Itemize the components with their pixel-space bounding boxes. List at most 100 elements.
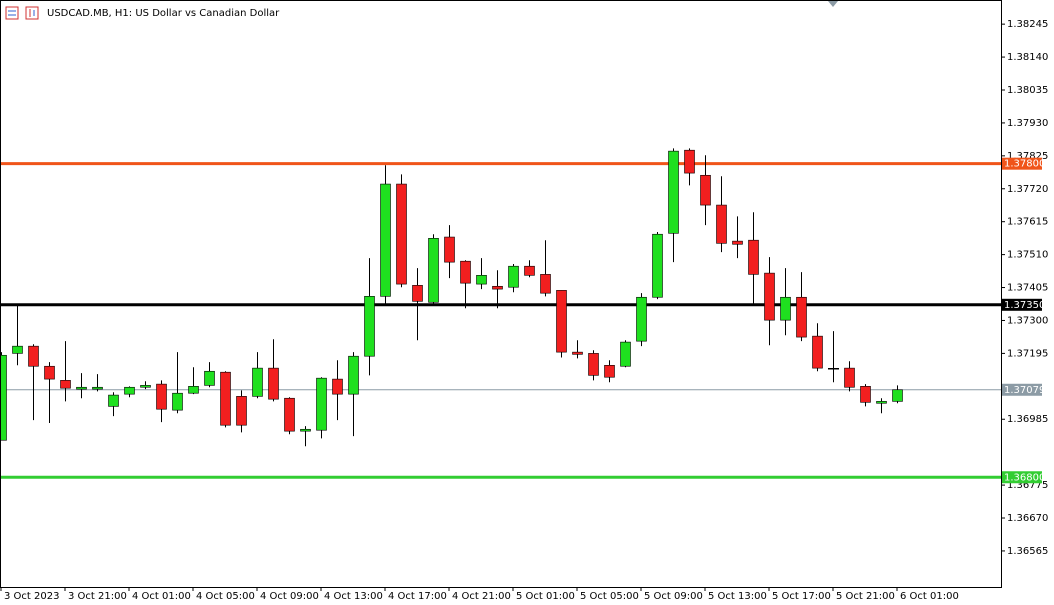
level-label-box bbox=[1002, 471, 1042, 484]
chart-icons bbox=[5, 6, 39, 20]
icon bbox=[25, 6, 39, 20]
candle-body bbox=[348, 355, 359, 395]
candle-body bbox=[44, 365, 55, 380]
candle-body bbox=[588, 353, 599, 376]
candle-body bbox=[812, 335, 823, 369]
level-label: 1.37800 bbox=[1004, 159, 1045, 170]
plot-area bbox=[1, 148, 1001, 479]
candle-body bbox=[780, 296, 791, 321]
candle-body bbox=[188, 386, 199, 394]
y-tick-label: 1.37930 bbox=[1007, 118, 1048, 129]
y-tick-label: 1.36775 bbox=[1007, 480, 1048, 491]
candle-body bbox=[396, 183, 407, 285]
candle-body bbox=[572, 351, 583, 355]
candle-body bbox=[124, 386, 135, 395]
candle-body bbox=[796, 296, 807, 338]
candle-body bbox=[876, 401, 887, 404]
level-label-box bbox=[1002, 157, 1042, 170]
candle-body bbox=[284, 397, 295, 432]
level-label: 1.37350 bbox=[1004, 300, 1045, 311]
candle-body bbox=[844, 367, 855, 388]
candle-body bbox=[428, 238, 439, 303]
x-tick-label: 5 Oct 17:00 bbox=[772, 591, 831, 602]
y-tick-label: 1.37510 bbox=[1007, 250, 1048, 261]
candle-body bbox=[636, 296, 647, 342]
x-tick-label: 5 Oct 09:00 bbox=[644, 591, 703, 602]
candle-body bbox=[12, 345, 23, 354]
candle-body bbox=[252, 367, 263, 397]
candle-body bbox=[140, 385, 151, 388]
candle-body bbox=[732, 240, 743, 245]
x-tick-label: 4 Oct 05:00 bbox=[196, 591, 255, 602]
level-label-box bbox=[1002, 383, 1042, 396]
candle-body bbox=[620, 341, 631, 367]
level-label: 1.37079 bbox=[1004, 385, 1045, 396]
candle-body bbox=[364, 296, 375, 357]
y-tick-label: 1.37615 bbox=[1007, 217, 1048, 228]
candle-body bbox=[892, 389, 903, 402]
candle-body bbox=[1, 354, 7, 441]
x-tick-label: 3 Oct 21:00 bbox=[68, 591, 127, 602]
candle-body bbox=[476, 275, 487, 285]
y-tick-label: 1.36670 bbox=[1007, 513, 1048, 524]
candle-body bbox=[860, 386, 871, 403]
level-label-box bbox=[1002, 298, 1042, 311]
y-tick-label: 1.37195 bbox=[1007, 348, 1048, 359]
x-tick-label: 4 Oct 09:00 bbox=[260, 591, 319, 602]
y-tick-label: 1.37300 bbox=[1007, 315, 1048, 326]
candle-body bbox=[508, 265, 519, 288]
candle-body bbox=[668, 150, 679, 234]
candle-body bbox=[764, 272, 775, 321]
candle-body bbox=[60, 380, 71, 389]
candle-body bbox=[412, 285, 423, 302]
y-tick-label: 1.37720 bbox=[1007, 184, 1048, 195]
y-tick-label: 1.38245 bbox=[1007, 19, 1048, 30]
y-tick-label: 1.38035 bbox=[1007, 85, 1048, 96]
candle-body bbox=[604, 365, 615, 378]
candle-body bbox=[76, 386, 87, 390]
candle-body bbox=[524, 265, 535, 276]
y-tick-label: 1.36565 bbox=[1007, 546, 1048, 557]
chart-title: USDCAD.MB, H1: US Dollar vs Canadian Dol… bbox=[47, 8, 280, 19]
y-tick-label: 1.37825 bbox=[1007, 151, 1048, 162]
y-tick-label: 1.38140 bbox=[1007, 52, 1048, 63]
candle-body bbox=[316, 377, 327, 431]
candle-body bbox=[204, 370, 215, 386]
candle-body bbox=[172, 392, 183, 411]
candle-body bbox=[236, 396, 247, 426]
x-tick-label: 3 Oct 2023 bbox=[4, 591, 59, 602]
y-tick-label: 1.37405 bbox=[1007, 283, 1048, 294]
x-tick-label: 4 Oct 21:00 bbox=[452, 591, 511, 602]
shift-marker bbox=[828, 1, 838, 7]
candle-body bbox=[92, 386, 103, 390]
x-tick-label: 5 Oct 13:00 bbox=[708, 591, 767, 602]
candle-body bbox=[108, 394, 119, 407]
icon bbox=[5, 6, 19, 20]
x-tick-label: 4 Oct 17:00 bbox=[388, 591, 447, 602]
candle-body bbox=[684, 149, 695, 174]
candle-body bbox=[28, 345, 39, 367]
candle-body bbox=[652, 233, 663, 298]
x-tick-label: 5 Oct 05:00 bbox=[580, 591, 639, 602]
candle-body bbox=[380, 183, 391, 297]
candle-body bbox=[492, 285, 503, 290]
x-tick-label: 6 Oct 01:00 bbox=[900, 591, 959, 602]
level-label: 1.36800 bbox=[1004, 472, 1045, 483]
candle-body bbox=[540, 274, 551, 294]
candle-body bbox=[220, 371, 231, 426]
x-tick-label: 5 Oct 01:00 bbox=[516, 591, 575, 602]
candle-body bbox=[444, 236, 455, 263]
candle-body bbox=[700, 174, 711, 206]
y-tick-label: 1.36985 bbox=[1007, 414, 1048, 425]
x-tick-label: 4 Oct 13:00 bbox=[324, 591, 383, 602]
candle-body bbox=[300, 428, 311, 432]
x-tick-label: 4 Oct 01:00 bbox=[132, 591, 191, 602]
candle-body bbox=[268, 367, 279, 400]
candle-body bbox=[332, 378, 343, 395]
candle-body bbox=[156, 383, 167, 410]
candle-body bbox=[460, 260, 471, 284]
candle-body bbox=[748, 239, 759, 275]
candle-body bbox=[716, 204, 727, 244]
x-tick-label: 5 Oct 21:00 bbox=[836, 591, 895, 602]
